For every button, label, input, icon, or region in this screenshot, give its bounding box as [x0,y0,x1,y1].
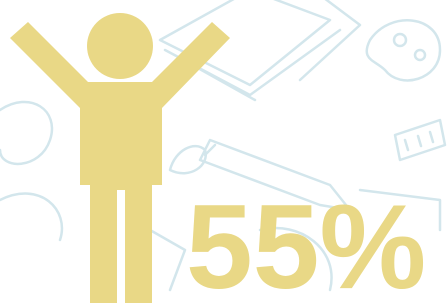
stat-value: 55% [186,180,426,303]
page: 55% (() => { const data = JSON.parse(doc… [0,0,448,303]
infographic: 55% [0,0,448,303]
